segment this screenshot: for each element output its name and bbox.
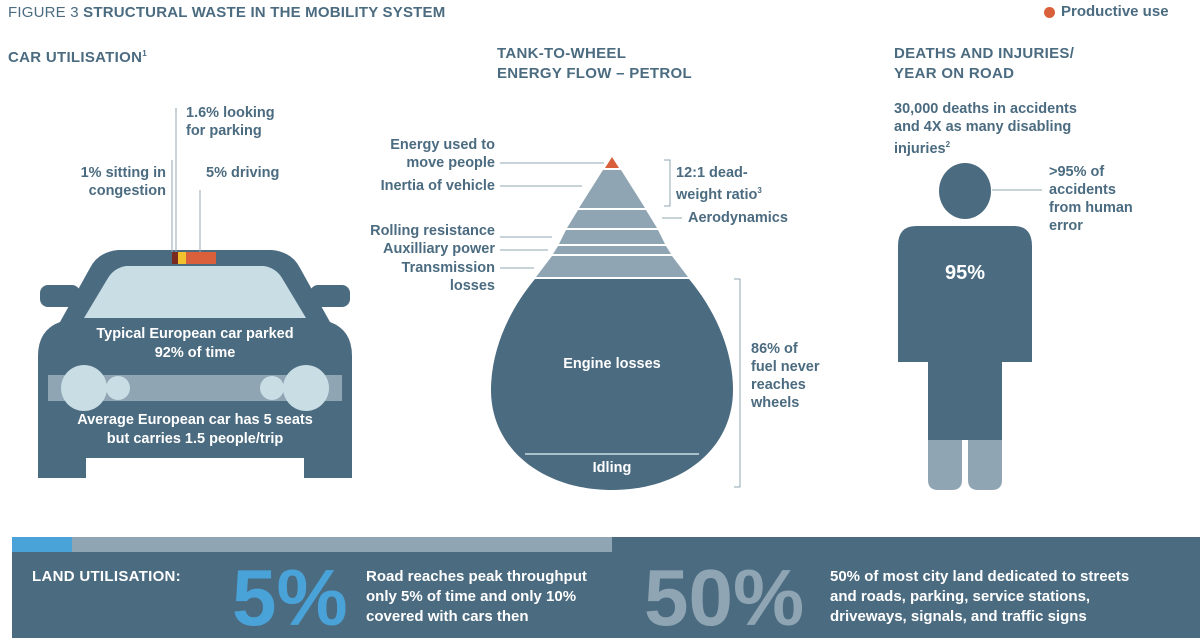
energy-aero-segment	[567, 210, 657, 228]
land-band-background	[12, 537, 1200, 638]
figure-label: FIGURE 3	[8, 4, 79, 21]
land-text-2: 50% of most city land dedicated to stree…	[830, 568, 1130, 625]
energy-move-people-segment	[605, 157, 619, 168]
car-headlight-right	[283, 365, 329, 411]
label-driving: 5% driving	[206, 165, 280, 181]
label-deadweight-ratio: 12:1 dead- weight ratio3	[676, 164, 762, 204]
ratio-note: 3	[757, 186, 762, 195]
bar-driving	[186, 252, 216, 264]
legend-label: Productive use	[1061, 3, 1169, 20]
person-head	[939, 163, 991, 219]
car-left-mirror	[40, 285, 80, 307]
energy-rolling-segment	[559, 230, 665, 244]
land-label: LAND UTILISATION:	[32, 568, 181, 585]
energy-section-title: TANK-TO-WHEEL ENERGY FLOW – PETROL	[497, 45, 692, 82]
figure-title: FIGURE 3 STRUCTURAL WASTE IN THE MOBILIT…	[8, 4, 445, 21]
land-progress-rest	[72, 537, 612, 552]
label-aerodynamics: Aerodynamics	[688, 210, 788, 226]
energy-aux-segment	[553, 246, 671, 254]
person-left-leg	[928, 440, 962, 490]
label-move-people: Energy used to move people	[390, 137, 495, 171]
land-pct-5: 5%	[232, 553, 348, 642]
label-looking-parking: 1.6% looking for parking	[186, 105, 275, 139]
car-foglight-right	[260, 376, 284, 400]
label-aux: Auxilliary power	[382, 241, 495, 257]
car-illustration	[38, 108, 352, 478]
label-inertia: Inertia of vehicle	[380, 178, 495, 194]
label-car-parked: Typical European car parked 92% of time	[96, 326, 294, 361]
ratio-text: 12:1 dead- weight ratio	[676, 165, 758, 203]
label-fuel-never: 86% of fuel never reaches wheels	[751, 341, 820, 411]
label-engine-losses: Engine losses	[563, 356, 661, 372]
land-band	[12, 537, 1200, 638]
energy-engine-losses-segment	[491, 279, 733, 490]
person-body	[898, 226, 1032, 440]
figure-heading: STRUCTURAL WASTE IN THE MOBILITY SYSTEM	[83, 4, 446, 21]
label-transmission: Transmission losses	[401, 260, 495, 294]
car-headlight-left	[61, 365, 107, 411]
energy-inertia-segment	[579, 170, 645, 208]
car-windshield	[84, 266, 306, 318]
car-title-text: CAR UTILISATION	[8, 49, 143, 66]
label-car-seats: Average European car has 5 seats but car…	[77, 412, 313, 447]
label-rolling: Rolling resistance	[370, 223, 495, 239]
land-progress-active	[12, 537, 72, 552]
label-95-percent: 95%	[944, 262, 986, 284]
car-foglight-left	[106, 376, 130, 400]
person-right-leg	[968, 440, 1002, 490]
deaths-stat-note: 2	[945, 140, 951, 149]
label-congestion: 1% sitting in congestion	[80, 165, 166, 199]
person-figure	[898, 163, 1042, 490]
car-title-note: 1	[142, 49, 147, 58]
car-right-mirror	[310, 285, 350, 307]
land-pct-50: 50%	[644, 553, 805, 642]
bar-parking	[178, 252, 186, 264]
label-human-error: >95% of accidents from human error	[1049, 164, 1133, 234]
deaths-stat-text: 30,000 deaths in accidents and 4X as man…	[894, 101, 1077, 157]
bar-congestion	[172, 252, 178, 264]
energy-drop	[491, 157, 741, 490]
legend: Productive use	[1044, 3, 1169, 21]
legend-dot-icon	[1044, 6, 1055, 18]
label-idling: Idling	[592, 460, 632, 476]
label-deaths-stat: 30,000 deaths in accidents and 4X as man…	[894, 100, 1077, 158]
land-text-1: Road reaches peak throughput only 5% of …	[366, 568, 587, 625]
deaths-section-title: DEATHS AND INJURIES/ YEAR ON ROAD	[894, 45, 1075, 82]
car-section-title: CAR UTILISATION1	[8, 44, 147, 68]
energy-transmission-segment	[536, 256, 688, 277]
